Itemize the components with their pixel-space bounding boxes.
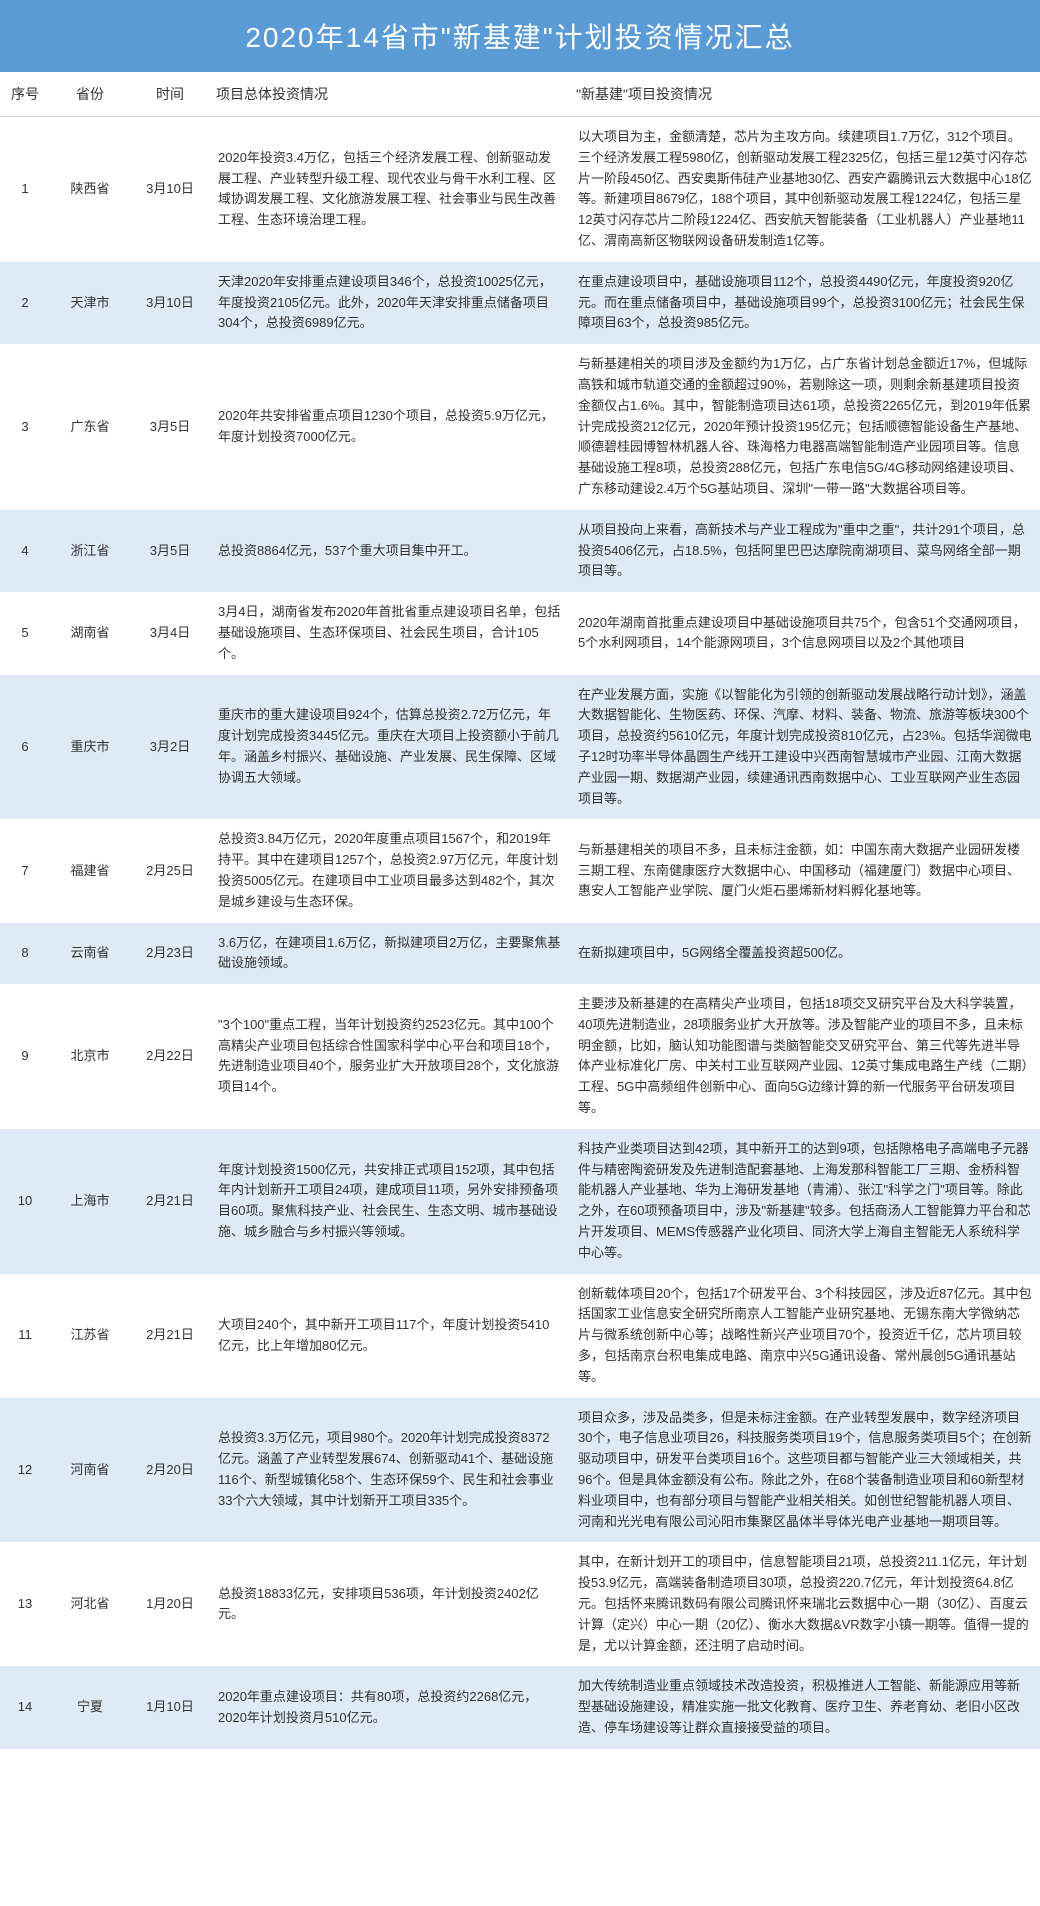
cell-seq: 13 (0, 1542, 50, 1666)
cell-seq: 4 (0, 510, 50, 592)
cell-detail: 在重点建设项目中，基础设施项目112个，总投资4490亿元，年度投资920亿元。… (570, 262, 1040, 344)
cell-detail: 在产业发展方面，实施《以智能化为引领的创新驱动发展战略行动计划》，涵盖大数据智能… (570, 675, 1040, 820)
cell-province: 河南省 (50, 1398, 130, 1543)
cell-overall: 3月4日，湖南省发布2020年首批省重点建设项目名单，包括基础设施项目、生态环保… (210, 592, 570, 674)
table-row: 1陕西省3月10日2020年投资3.4万亿，包括三个经济发展工程、创新驱动发展工… (0, 117, 1040, 262)
cell-overall: 3.6万亿，在建项目1.6万亿，新拟建项目2万亿，主要聚焦基础设施领域。 (210, 923, 570, 985)
cell-overall: 总投资3.84万亿元，2020年度重点项目1567个，和2019年持平。其中在建… (210, 819, 570, 922)
cell-detail: 其中，在新计划开工的项目中，信息智能项目21项，总投资211.1亿元，年计划投5… (570, 1542, 1040, 1666)
table-title: 2020年14省市"新基建"计划投资情况汇总 (0, 0, 1040, 72)
col-header-province: 省份 (50, 72, 130, 117)
cell-date: 3月2日 (130, 675, 210, 820)
cell-date: 1月20日 (130, 1542, 210, 1666)
cell-seq: 8 (0, 923, 50, 985)
cell-seq: 14 (0, 1666, 50, 1748)
table-row: 5湖南省3月4日3月4日，湖南省发布2020年首批省重点建设项目名单，包括基础设… (0, 592, 1040, 674)
table-row: 2天津市3月10日天津2020年安排重点建设项目346个，总投资10025亿元，… (0, 262, 1040, 344)
cell-date: 2月20日 (130, 1398, 210, 1543)
table-row: 13河北省1月20日总投资18833亿元，安排项目536项，年计划投资2402亿… (0, 1542, 1040, 1666)
cell-detail: 创新载体项目20个，包括17个研发平台、3个科技园区，涉及近87亿元。其中包括国… (570, 1274, 1040, 1398)
table-row: 7福建省2月25日总投资3.84万亿元，2020年度重点项目1567个，和201… (0, 819, 1040, 922)
cell-overall: 总投资3.3万亿元，项目980个。2020年计划完成投资8372亿元。涵盖了产业… (210, 1398, 570, 1543)
cell-seq: 12 (0, 1398, 50, 1543)
cell-detail: 与新基建相关的项目涉及金额约为1万亿，占广东省计划总金额近17%，但城际高铁和城… (570, 344, 1040, 510)
table-body: 1陕西省3月10日2020年投资3.4万亿，包括三个经济发展工程、创新驱动发展工… (0, 117, 1040, 1749)
cell-province: 陕西省 (50, 117, 130, 262)
cell-detail: 以大项目为主，金额清楚，芯片为主攻方向。续建项目1.7万亿，312个项目。三个经… (570, 117, 1040, 262)
cell-overall: 2020年投资3.4万亿，包括三个经济发展工程、创新驱动发展工程、产业转型升级工… (210, 117, 570, 262)
cell-date: 2月21日 (130, 1129, 210, 1274)
cell-date: 2月22日 (130, 984, 210, 1129)
table-row: 14宁夏1月10日2020年重点建设项目：共有80项，总投资约2268亿元，20… (0, 1666, 1040, 1748)
cell-seq: 2 (0, 262, 50, 344)
cell-seq: 5 (0, 592, 50, 674)
cell-detail: 加大传统制造业重点领域技术改造投资，积极推进人工智能、新能源应用等新型基础设施建… (570, 1666, 1040, 1748)
cell-province: 广东省 (50, 344, 130, 510)
cell-date: 3月10日 (130, 262, 210, 344)
cell-overall: 天津2020年安排重点建设项目346个，总投资10025亿元，年度投资2105亿… (210, 262, 570, 344)
cell-date: 3月10日 (130, 117, 210, 262)
cell-detail: 从项目投向上来看，高新技术与产业工程成为"重中之重"，共计291个项目，总投资5… (570, 510, 1040, 592)
cell-date: 3月5日 (130, 510, 210, 592)
cell-province: 宁夏 (50, 1666, 130, 1748)
cell-province: 天津市 (50, 262, 130, 344)
cell-overall: 重庆市的重大建设项目924个，估算总投资2.72万亿元，年度计划完成投资3445… (210, 675, 570, 820)
table-row: 9北京市2月22日"3个100"重点工程，当年计划投资约2523亿元。其中100… (0, 984, 1040, 1129)
cell-province: 江苏省 (50, 1274, 130, 1398)
col-header-detail: "新基建"项目投资情况 (570, 72, 1040, 117)
cell-seq: 7 (0, 819, 50, 922)
cell-date: 3月4日 (130, 592, 210, 674)
cell-overall: 2020年共安排省重点项目1230个项目，总投资5.9万亿元，年度计划投资700… (210, 344, 570, 510)
table-row: 3广东省3月5日2020年共安排省重点项目1230个项目，总投资5.9万亿元，年… (0, 344, 1040, 510)
cell-seq: 10 (0, 1129, 50, 1274)
table-row: 8云南省2月23日3.6万亿，在建项目1.6万亿，新拟建项目2万亿，主要聚焦基础… (0, 923, 1040, 985)
table-row: 6重庆市3月2日重庆市的重大建设项目924个，估算总投资2.72万亿元，年度计划… (0, 675, 1040, 820)
cell-overall: 总投资8864亿元，537个重大项目集中开工。 (210, 510, 570, 592)
cell-detail: 在新拟建项目中，5G网络全覆盖投资超500亿。 (570, 923, 1040, 985)
main-table: 序号 省份 时间 项目总体投资情况 "新基建"项目投资情况 1陕西省3月10日2… (0, 72, 1040, 1749)
cell-province: 云南省 (50, 923, 130, 985)
cell-province: 福建省 (50, 819, 130, 922)
table-row: 10上海市2月21日年度计划投资1500亿元，共安排正式项目152项，其中包括年… (0, 1129, 1040, 1274)
cell-seq: 3 (0, 344, 50, 510)
cell-overall: 总投资18833亿元，安排项目536项，年计划投资2402亿元。 (210, 1542, 570, 1666)
cell-date: 2月23日 (130, 923, 210, 985)
table-container: 2020年14省市"新基建"计划投资情况汇总 序号 省份 时间 项目总体投资情况… (0, 0, 1040, 1749)
col-header-overall: 项目总体投资情况 (210, 72, 570, 117)
cell-overall: 大项目240个，其中新开工项目117个，年度计划投资5410亿元，比上年增加80… (210, 1274, 570, 1398)
table-row: 12河南省2月20日总投资3.3万亿元，项目980个。2020年计划完成投资83… (0, 1398, 1040, 1543)
col-header-seq: 序号 (0, 72, 50, 117)
cell-date: 2月21日 (130, 1274, 210, 1398)
cell-detail: 与新基建相关的项目不多，且未标注金额，如：中国东南大数据产业园研发楼三期工程、东… (570, 819, 1040, 922)
cell-province: 河北省 (50, 1542, 130, 1666)
cell-date: 3月5日 (130, 344, 210, 510)
cell-detail: 2020年湖南首批重点建设项目中基础设施项目共75个，包含51个交通网项目，5个… (570, 592, 1040, 674)
cell-seq: 9 (0, 984, 50, 1129)
col-header-date: 时间 (130, 72, 210, 117)
cell-province: 浙江省 (50, 510, 130, 592)
cell-overall: 2020年重点建设项目：共有80项，总投资约2268亿元，2020年计划投资月5… (210, 1666, 570, 1748)
header-row: 序号 省份 时间 项目总体投资情况 "新基建"项目投资情况 (0, 72, 1040, 117)
cell-detail: 项目众多，涉及品类多，但是未标注金额。在产业转型发展中，数字经济项目30个，电子… (570, 1398, 1040, 1543)
cell-seq: 1 (0, 117, 50, 262)
cell-seq: 11 (0, 1274, 50, 1398)
cell-province: 上海市 (50, 1129, 130, 1274)
cell-seq: 6 (0, 675, 50, 820)
table-row: 4浙江省3月5日总投资8864亿元，537个重大项目集中开工。从项目投向上来看，… (0, 510, 1040, 592)
table-row: 11江苏省2月21日大项目240个，其中新开工项目117个，年度计划投资5410… (0, 1274, 1040, 1398)
cell-date: 2月25日 (130, 819, 210, 922)
cell-province: 重庆市 (50, 675, 130, 820)
cell-province: 湖南省 (50, 592, 130, 674)
cell-province: 北京市 (50, 984, 130, 1129)
cell-date: 1月10日 (130, 1666, 210, 1748)
cell-overall: "3个100"重点工程，当年计划投资约2523亿元。其中100个高精尖产业项目包… (210, 984, 570, 1129)
cell-overall: 年度计划投资1500亿元，共安排正式项目152项，其中包括年内计划新开工项目24… (210, 1129, 570, 1274)
cell-detail: 主要涉及新基建的在高精尖产业项目，包括18项交叉研究平台及大科学装置，40项先进… (570, 984, 1040, 1129)
cell-detail: 科技产业类项目达到42项，其中新开工的达到9项，包括隙格电子高端电子元器件与精密… (570, 1129, 1040, 1274)
